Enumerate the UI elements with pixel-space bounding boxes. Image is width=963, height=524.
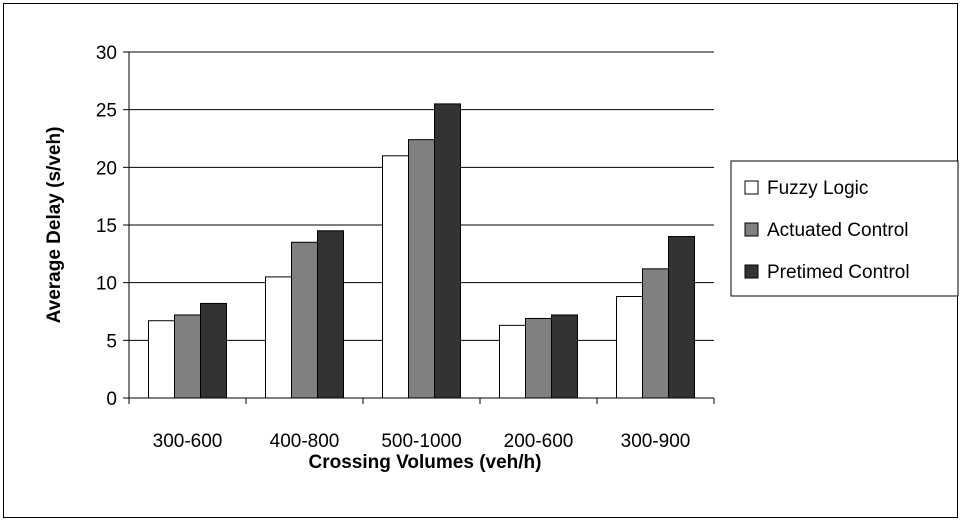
bar: [408, 139, 435, 399]
legend-label: Actuated Control: [767, 220, 909, 241]
bar: [382, 155, 409, 399]
legend-label: Fuzzy Logic: [767, 178, 868, 199]
bar: [200, 302, 227, 399]
bar: [616, 296, 643, 399]
bar: [499, 324, 526, 399]
axes: [128, 52, 715, 404]
bar: [434, 103, 461, 399]
bar: [317, 230, 344, 399]
bar: [174, 314, 201, 399]
legend-swatch: [744, 180, 759, 195]
x-axis-title: Crossing Volumes (veh/h): [309, 452, 542, 473]
y-tick-label: 0: [106, 389, 117, 410]
x-tick-labels: 300-600 400-800 500-1000 200-600 300-900: [153, 431, 691, 452]
bar: [265, 276, 292, 399]
bar: [668, 236, 695, 399]
bar: [291, 241, 318, 399]
bar-chart: 0 5 10 15 20 25 30 300-600 400-800 500-1000 200-6…: [44, 43, 959, 473]
legend-frame: [730, 160, 959, 297]
y-tick-label: 20: [96, 158, 117, 179]
x-tick-label: 400-800: [270, 431, 340, 452]
y-tick-label: 25: [96, 101, 117, 122]
y-axis-title: Average Delay (s/veh): [44, 127, 65, 324]
x-tick-label: 300-600: [153, 431, 223, 452]
bars: [148, 103, 695, 399]
y-tick-label: 10: [96, 274, 117, 295]
legend: Fuzzy Logic Actuated Control Pretimed Cont…: [730, 160, 959, 297]
bar: [525, 317, 552, 399]
y-tick-label: 30: [96, 43, 117, 64]
legend-swatch: [744, 222, 759, 237]
chart-frame: 0 5 10 15 20 25 30 300-600 400-800 500-1000 200-6…: [3, 3, 959, 518]
bar: [148, 320, 175, 399]
x-tick-label: 300-900: [621, 431, 691, 452]
x-tick-label: 200-600: [504, 431, 574, 452]
bar: [551, 314, 578, 399]
y-tick-labels: 0 5 10 15 20 25 30: [96, 43, 117, 410]
x-tick-label: 500-1000: [381, 431, 461, 452]
y-tick-label: 5: [106, 331, 117, 352]
legend-swatch: [744, 264, 759, 279]
bar: [642, 268, 669, 399]
legend-label: Pretimed Control: [767, 262, 910, 283]
y-tick-label: 15: [96, 216, 117, 237]
